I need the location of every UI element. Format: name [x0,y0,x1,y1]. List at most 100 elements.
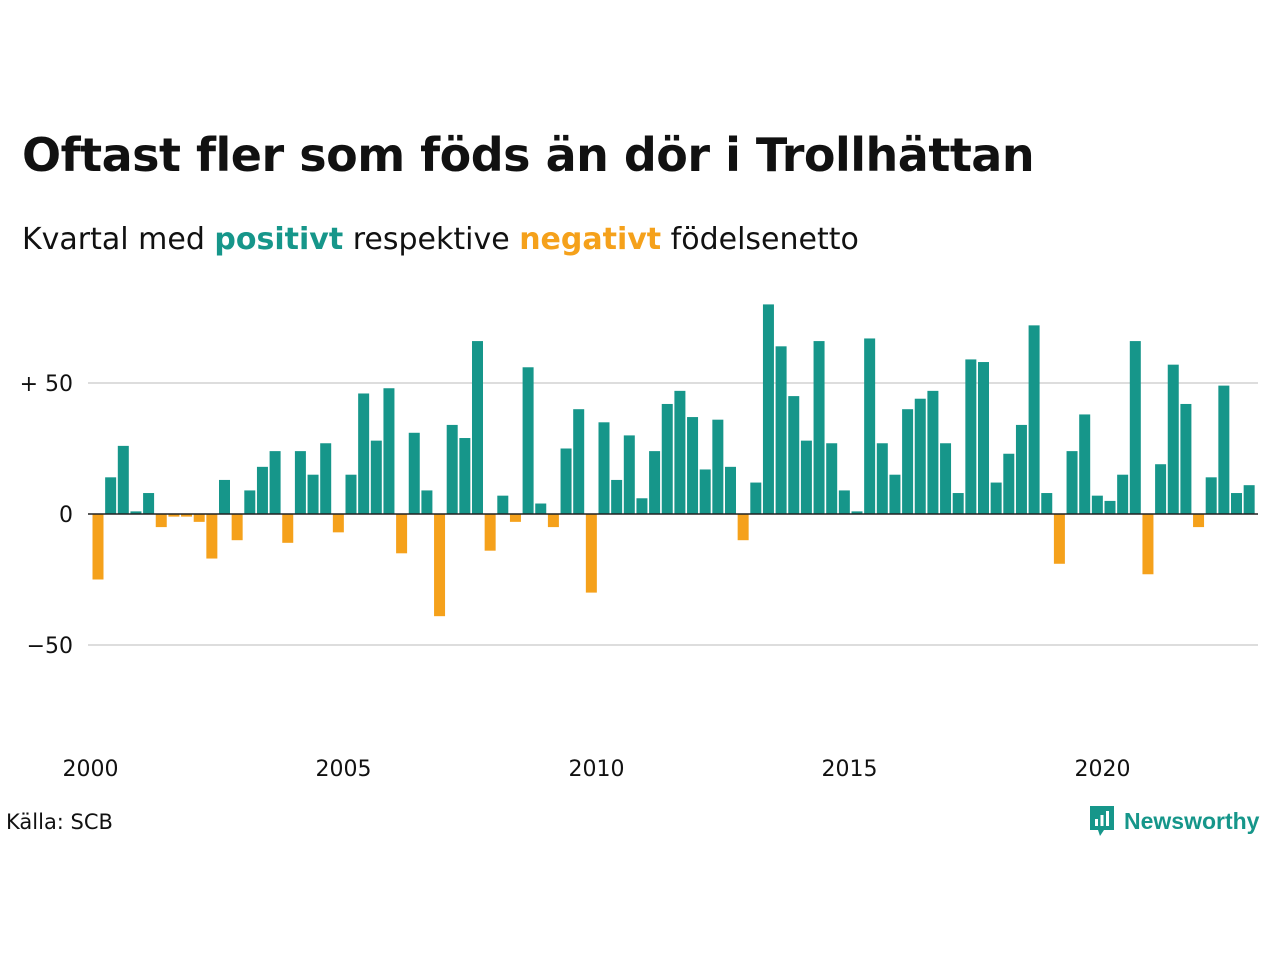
bar-negative [168,514,180,517]
subtitle-prefix: Kvartal med [22,222,215,257]
bar-positive [1028,325,1040,514]
brand-logo: Newsworthy [1088,804,1259,838]
bar-positive [800,440,812,514]
x-tick-label: 2000 [63,757,119,782]
bar-positive [421,490,433,514]
bar-positive [1167,364,1179,514]
bar-positive [838,490,850,514]
bar-positive [105,477,117,514]
y-tick-label: 0 [59,503,73,528]
bar-positive [117,445,129,514]
bar-positive [1243,485,1255,514]
bar-positive [1129,341,1141,514]
bar-positive [269,451,281,514]
bar-positive [1117,474,1129,514]
bar-positive [952,493,964,514]
subtitle-suffix: födelsenetto [661,222,859,257]
chart-subtitle: Kvartal med positivt respektive negativt… [22,222,859,257]
bar-negative [231,514,243,541]
bar-positive [345,474,357,514]
bar-negative [1193,514,1205,528]
bar-positive [611,479,623,514]
bar-chart: + 50 0 −50 2000 2005 2010 2015 2020 [20,304,1258,782]
bar-positive [1091,495,1103,514]
bar-positive [535,503,547,514]
bar-negative [547,514,559,528]
bar-positive [990,482,1002,514]
x-tick-label: 2015 [822,757,878,782]
bar-positive [914,398,926,514]
x-tick-label: 2020 [1075,757,1131,782]
bar-positive [775,346,787,514]
bar-negative [1053,514,1065,564]
bar-negative [396,514,408,554]
bar-positive [699,469,711,514]
bar-positive [472,341,483,514]
bar-positive [358,393,370,514]
bar-positive [1003,453,1015,514]
bar-positive [864,338,876,514]
bar-negative [484,514,496,551]
bar-negative [155,514,167,528]
x-axis-ticks: 2000 2005 2010 2015 2020 [63,757,1131,782]
bar-positive [383,388,395,514]
bar-positive [560,448,572,514]
bar-positive [573,409,585,514]
bar-negative [282,514,294,543]
bar-negative [585,514,597,593]
bar-positive [446,424,458,514]
newsworthy-logo-icon [1090,806,1114,836]
bar-positive [244,490,256,514]
bar-positive [320,443,332,514]
bar-positive [459,438,471,514]
bar-positive [712,419,724,514]
bar-positive [219,479,230,514]
bar-positive [902,409,914,514]
bar-positive [623,435,635,514]
subtitle-positive-word: positivt [214,222,344,257]
bar-positive [826,443,838,514]
bar-positive [889,474,901,514]
subtitle-middle: respektive [343,222,520,257]
bar-positive [598,422,610,514]
bars [92,304,1255,617]
bar-positive [813,341,825,514]
bar-positive [1205,477,1217,514]
y-axis-ticks: + 50 0 −50 [20,372,73,659]
bar-positive [1218,385,1230,514]
bar-positive [687,417,699,514]
bar-negative [92,514,104,580]
bar-negative [193,514,205,522]
bar-positive [876,443,888,514]
bar-positive [750,482,762,514]
bar-positive [851,511,863,514]
bar-negative [332,514,344,533]
bar-positive [1231,493,1242,514]
bar-positive [978,362,989,514]
bar-negative [737,514,749,541]
x-tick-label: 2005 [316,757,372,782]
chart-title: Oftast fler som föds än dör i Trollhätta… [22,128,1035,182]
bar-positive [497,495,509,514]
y-tick-label: + 50 [20,372,73,397]
bar-positive [725,466,736,514]
bar-positive [1066,451,1078,514]
bar-positive [661,403,673,514]
brand-name: Newsworthy [1124,807,1260,834]
bar-positive [762,304,774,514]
bar-positive [143,493,155,514]
bar-positive [788,396,800,514]
x-tick-label: 2010 [569,757,625,782]
bar-negative [206,514,218,559]
grid-lines [88,382,1258,646]
bar-positive [522,367,534,514]
bar-positive [1180,403,1192,514]
bar-positive [1155,464,1167,514]
bar-positive [1104,500,1116,514]
bar-positive [674,390,686,514]
bar-positive [256,466,268,514]
bar-negative [1142,514,1154,575]
bar-positive [307,474,319,514]
y-tick-label: −50 [27,634,73,659]
bar-negative [509,514,521,522]
